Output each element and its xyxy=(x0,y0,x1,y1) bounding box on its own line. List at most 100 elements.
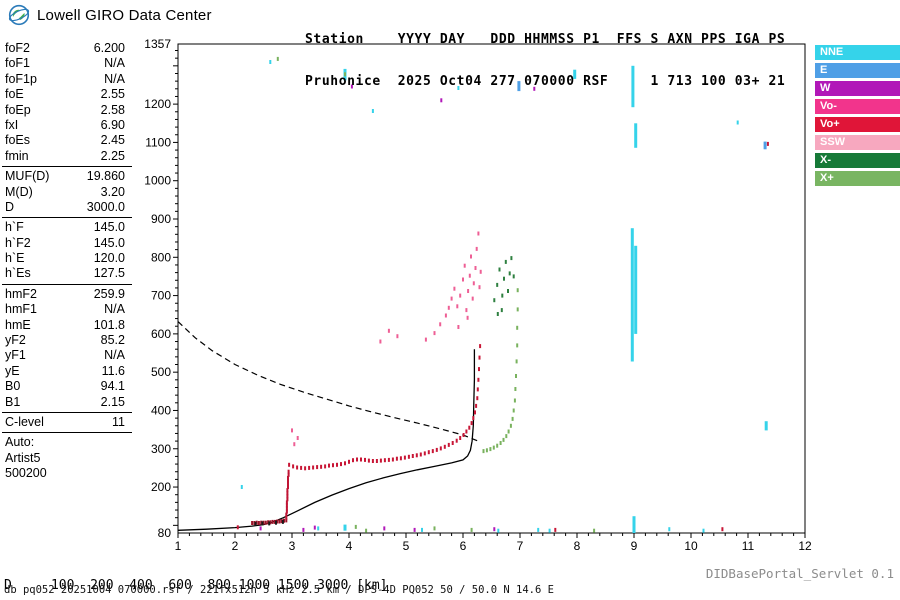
y-tick-label: 1000 xyxy=(144,174,171,188)
auto-scaler-line: 500200 xyxy=(2,466,132,481)
noise-vo xyxy=(236,141,769,532)
giro-logo-icon xyxy=(8,4,30,26)
x-tick-label: 12 xyxy=(798,539,812,553)
param-row: yF1 N/A xyxy=(2,348,132,363)
x-tick-label: 3 xyxy=(289,539,296,553)
param-row: foF1 N/A xyxy=(2,56,132,71)
param-row: hmF2 259.9 xyxy=(2,287,132,302)
plot-axes: 1 2 3 4 5 6 7 8 9 10 11 121357120011001000900800700… xyxy=(144,37,812,553)
param-label: B1 xyxy=(5,394,21,409)
param-row: hmF1 N/A xyxy=(2,302,132,317)
param-value: 2.15 xyxy=(100,394,125,409)
parameter-panel: foF2 6.200 foF1 N/A foF1p N/A foE 2.55 foEp 2.58 f… xyxy=(2,41,132,482)
x-tick-label: 8 xyxy=(574,539,581,553)
param-label: Artist5 xyxy=(5,450,41,465)
y-tick-label: 500 xyxy=(151,365,171,379)
y-tick-label: 80 xyxy=(158,526,172,540)
noise-nne xyxy=(240,60,739,533)
panel-separator xyxy=(2,283,132,285)
param-value: 259.9 xyxy=(93,286,125,301)
param-row: foF2 6.200 xyxy=(2,41,132,56)
param-value: 94.1 xyxy=(100,379,125,394)
legend-item-x-minusplus: X+ xyxy=(815,171,900,186)
legend-item-ssw: SSW xyxy=(815,135,900,150)
param-value: 145.0 xyxy=(93,235,125,250)
e-layer-trace-dark xyxy=(254,519,284,526)
param-label: 500200 xyxy=(5,466,47,481)
status-line: db pq052 20251004 070000.rsf / 221fx512h… xyxy=(4,584,554,596)
param-value: 3000.0 xyxy=(86,199,125,214)
param-value: 2.45 xyxy=(100,133,125,148)
param-row: MUF(D) 19.860 xyxy=(2,169,132,184)
x-tick-label: 1 xyxy=(175,539,182,553)
param-value: 127.5 xyxy=(93,266,125,281)
station-header-row1: Station YYYY DAY DDD HHMMSS P1 FFS S AXN… xyxy=(305,32,786,47)
x-tick-label: 5 xyxy=(403,539,410,553)
param-row: foF1p N/A xyxy=(2,72,132,87)
y-tick-label: 1357 xyxy=(144,37,171,51)
param-value: N/A xyxy=(104,348,125,363)
muf-distance-row: D 100 200 400 600 800 1000 1500 3000 [km… xyxy=(4,578,388,593)
servlet-version: DIDBasePortal_Servlet 0.1 xyxy=(705,566,894,581)
noise-x xyxy=(276,56,596,533)
param-value: N/A xyxy=(104,56,125,71)
param-value: 6.90 xyxy=(100,117,125,132)
param-label: yF2 xyxy=(5,333,26,348)
y-tick-label: 600 xyxy=(151,327,171,341)
param-label: fmin xyxy=(5,148,29,163)
param-label: foF2 xyxy=(5,41,31,55)
legend-item-nne: NNE xyxy=(815,45,900,60)
param-row: h`E 120.0 xyxy=(2,251,132,266)
o-mode-spread xyxy=(291,231,482,447)
param-label: MUF(D) xyxy=(5,169,50,184)
y-tick-label: 1100 xyxy=(145,135,171,149)
param-value: 19.860 xyxy=(86,169,125,184)
param-row: D 3000.0 xyxy=(2,200,132,215)
param-label: fxI xyxy=(5,117,19,132)
y-tick-label: 200 xyxy=(151,480,171,494)
panel-separator xyxy=(2,166,132,168)
rfi-bars xyxy=(343,65,768,533)
y-tick-label: 300 xyxy=(151,442,171,456)
y-tick-label: 800 xyxy=(151,250,171,264)
x-mode-spread xyxy=(493,256,515,316)
param-row: foEs 2.45 xyxy=(2,133,132,148)
param-value: 2.55 xyxy=(100,87,125,102)
param-label: B0 xyxy=(5,379,21,394)
param-row: yF2 85.2 xyxy=(2,333,132,348)
x-tick-label: 2 xyxy=(232,539,239,553)
param-row: yE 11.6 xyxy=(2,364,132,379)
param-value: 101.8 xyxy=(93,317,125,332)
param-label: D xyxy=(5,199,15,214)
x-tick-label: 10 xyxy=(684,539,698,553)
auto-scaler-line: Auto: xyxy=(2,435,132,450)
legend-item-x-minus: X- xyxy=(815,153,900,168)
param-label: M(D) xyxy=(5,184,33,199)
panel-separator xyxy=(2,432,132,434)
param-row: M(D) 3.20 xyxy=(2,185,132,200)
param-label: foEs xyxy=(5,133,31,148)
param-label: h`Es xyxy=(5,266,31,281)
x-mode-trace xyxy=(482,288,519,454)
param-value: 11.6 xyxy=(101,363,125,378)
x-tick-label: 6 xyxy=(460,539,467,553)
param-label: h`E xyxy=(5,251,25,266)
x-tick-label: 9 xyxy=(631,539,638,553)
param-value: N/A xyxy=(104,302,125,317)
param-row: B1 2.15 xyxy=(2,395,132,410)
y-tick-label: 400 xyxy=(151,403,171,417)
panel-separator xyxy=(2,411,132,413)
param-row: B0 94.1 xyxy=(2,379,132,394)
param-row: h`F 145.0 xyxy=(2,220,132,235)
ef-cusp xyxy=(285,469,290,520)
true-height-profile xyxy=(177,349,476,531)
param-value: 6.200 xyxy=(93,41,125,55)
legend-item-e: E xyxy=(815,63,900,78)
param-value: 11 xyxy=(112,414,125,429)
param-row: fxI 6.90 xyxy=(2,118,132,133)
param-value: N/A xyxy=(104,71,125,86)
legend-item-vo-minusplus: Vo+ xyxy=(815,117,900,132)
param-label: foF1p xyxy=(5,71,37,86)
param-label: h`F2 xyxy=(5,235,31,250)
